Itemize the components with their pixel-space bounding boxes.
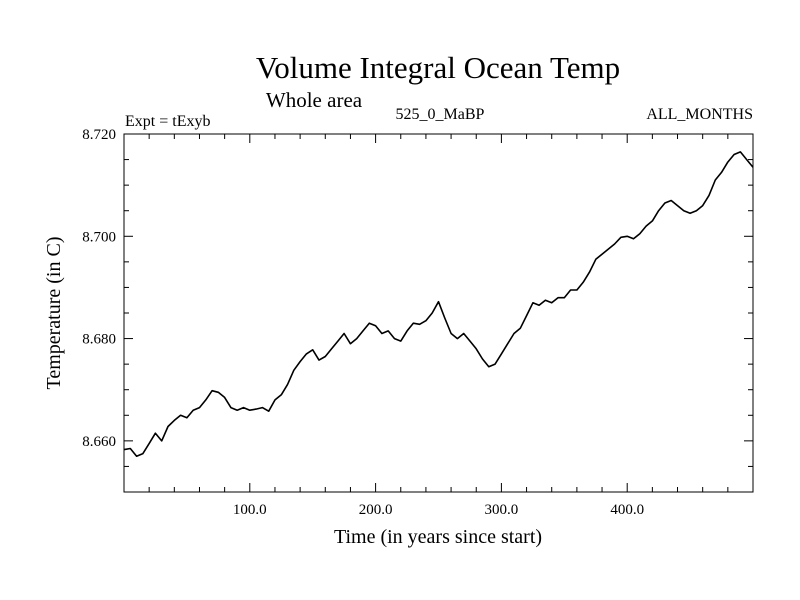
- x-axis-label: Time (in years since start): [334, 526, 542, 548]
- y-tick-label: 8.720: [82, 127, 116, 143]
- x-axis: 100.0 200.0 300.0 400.0: [148, 134, 729, 518]
- header-left: Expt = tExyb: [125, 113, 210, 130]
- chart-title: Volume Integral Ocean Temp: [256, 50, 620, 85]
- y-tick-label: 8.660: [82, 434, 116, 450]
- y-tick-label: 8.700: [82, 229, 116, 245]
- x-tick-label: 300.0: [485, 502, 519, 518]
- x-tick-label: 400.0: [610, 502, 644, 518]
- x-tick-label: 100.0: [233, 502, 267, 518]
- header-center: 525_0_MaBP: [396, 106, 485, 123]
- y-tick-label: 8.680: [82, 332, 116, 348]
- header-right: ALL_MONTHS: [646, 106, 753, 123]
- header: Volume Integral Ocean Temp Whole area Ex…: [125, 50, 753, 130]
- series-line: [123, 151, 754, 457]
- plot-frame: [123, 133, 754, 493]
- chart-subtitle: Whole area: [266, 88, 363, 112]
- y-axis: 8.660 8.680 8.700 8.720: [82, 127, 753, 467]
- y-axis-label: Temperature (in C): [43, 237, 65, 390]
- x-tick-label: 200.0: [359, 502, 393, 518]
